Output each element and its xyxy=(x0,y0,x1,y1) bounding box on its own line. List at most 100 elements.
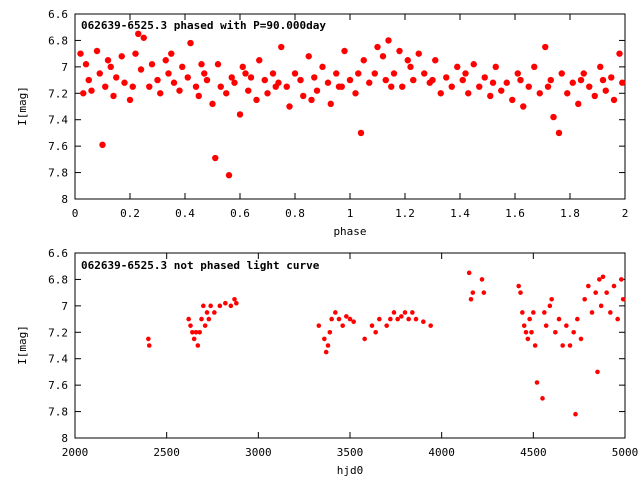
x-tick-label: 2000 xyxy=(62,446,89,459)
data-point xyxy=(140,34,147,41)
data-point xyxy=(80,90,87,97)
data-point xyxy=(391,310,397,315)
data-point xyxy=(525,336,531,342)
data-point xyxy=(517,76,524,84)
data-point xyxy=(272,83,279,90)
data-point xyxy=(470,61,477,68)
data-point xyxy=(206,316,212,322)
unphased-x-axis-label: hjd0 xyxy=(337,464,364,477)
data-point xyxy=(543,323,549,328)
data-point xyxy=(212,310,217,315)
y-tick-label: 7.8 xyxy=(48,406,68,419)
data-point xyxy=(520,103,527,110)
data-point xyxy=(553,329,558,335)
data-point xyxy=(191,336,197,342)
data-point xyxy=(297,76,304,84)
data-point xyxy=(390,70,398,77)
data-point xyxy=(560,343,565,348)
data-point xyxy=(564,90,571,97)
data-point xyxy=(575,316,580,322)
x-tick-label: 0.6 xyxy=(230,207,250,220)
data-point xyxy=(577,76,585,84)
data-point xyxy=(555,129,563,137)
data-point xyxy=(542,43,549,51)
data-point xyxy=(346,76,354,84)
data-point xyxy=(329,316,334,322)
data-point xyxy=(300,92,307,100)
data-point xyxy=(278,43,285,51)
data-point xyxy=(170,79,178,86)
data-point xyxy=(573,411,578,417)
y-tick-label: 6.6 xyxy=(48,8,68,21)
x-tick-label: 1.2 xyxy=(395,207,415,220)
data-point xyxy=(615,316,620,322)
x-tick-label: 4000 xyxy=(428,446,455,459)
data-point xyxy=(369,323,375,328)
data-point xyxy=(610,96,618,104)
data-point xyxy=(132,50,139,57)
data-point xyxy=(338,83,345,90)
data-point xyxy=(325,343,331,348)
data-point xyxy=(489,79,497,86)
data-point xyxy=(242,70,249,77)
x-tick-label: 0.2 xyxy=(120,207,140,220)
data-point xyxy=(591,92,598,100)
data-point xyxy=(118,53,125,60)
data-point xyxy=(201,303,206,309)
data-point xyxy=(195,343,201,348)
data-point xyxy=(476,83,483,90)
data-point xyxy=(239,63,246,71)
data-point xyxy=(569,79,576,86)
x-tick-label: 2500 xyxy=(153,446,180,459)
data-point xyxy=(199,316,204,322)
unphased-plot-frame xyxy=(74,252,626,439)
data-point xyxy=(487,92,494,100)
y-tick-label: 7 xyxy=(61,300,68,313)
data-point xyxy=(165,70,172,77)
data-point xyxy=(531,63,538,71)
data-point xyxy=(176,87,183,94)
data-point xyxy=(102,83,109,90)
data-point xyxy=(529,329,534,335)
data-point xyxy=(373,329,378,335)
data-point xyxy=(399,314,404,319)
data-point xyxy=(593,290,598,295)
x-tick-label: 0.8 xyxy=(285,207,305,220)
data-point xyxy=(96,70,103,77)
y-tick-label: 8 xyxy=(61,193,68,206)
data-point xyxy=(352,90,359,97)
unphased-y-axis-label: I[mag] xyxy=(16,325,29,365)
data-point xyxy=(323,349,329,355)
data-point xyxy=(223,300,228,306)
y-tick-label: 7 xyxy=(61,61,68,74)
phased-x-ticks: 0 0.2 0.4 0.6 0.8 1 1.2 1.4 1.6 1.8 2 xyxy=(72,14,628,220)
data-point xyxy=(602,87,609,94)
data-point xyxy=(188,323,193,328)
data-point xyxy=(261,76,268,84)
data-point xyxy=(388,83,395,90)
data-point xyxy=(190,329,195,335)
phased-light-curve-panel: 0 0.2 0.4 0.6 0.8 1 1.2 1.4 1.6 1.8 2 6.6 6.8 7 7.2 7.… xyxy=(16,8,628,238)
data-point xyxy=(448,83,455,90)
data-point xyxy=(518,290,523,295)
data-point xyxy=(597,63,604,71)
data-point xyxy=(525,83,532,90)
data-point xyxy=(550,113,557,121)
data-point xyxy=(466,270,472,276)
data-point xyxy=(291,70,299,77)
data-point xyxy=(516,283,521,289)
data-point xyxy=(269,70,277,77)
data-point xyxy=(223,90,230,97)
y-tick-label: 7.6 xyxy=(48,379,68,392)
data-point xyxy=(179,63,186,71)
data-point xyxy=(536,90,543,97)
unphased-light-curve-panel: 2000 2500 3000 3500 4000 4500 5000 6.6 6.8 7 7.2 7… xyxy=(16,247,638,477)
data-point xyxy=(523,329,529,335)
data-point xyxy=(247,74,255,81)
data-point xyxy=(608,310,613,315)
data-point xyxy=(234,300,239,306)
data-point xyxy=(542,310,547,315)
data-point xyxy=(197,329,202,335)
data-point xyxy=(231,79,238,86)
data-point xyxy=(146,336,151,342)
